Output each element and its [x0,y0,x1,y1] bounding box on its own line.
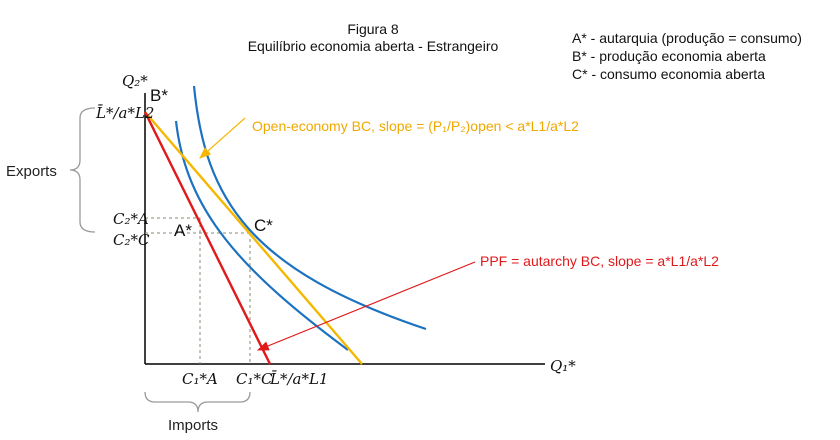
legend-item-c: C* - consumo economia aberta [572,66,765,82]
legend-item-a: A* - autarquia (produção = consumo) [572,30,802,46]
x-tick-endowment: L̄*/a*L1 [269,370,328,388]
imports-brace [144,391,251,413]
imports-label: Imports [168,417,218,434]
point-c-label: C* [254,216,273,235]
open-bc-annotation: Open-economy BC, slope = (P₁/P₂)open < a… [252,118,579,134]
title-line-1: Figura 8 [347,21,399,37]
title-line-2: Equilíbrio economia aberta - Estrangeiro [248,38,499,54]
ppf-arrow [256,261,476,351]
x-axis-label: Q₁* [550,357,576,375]
y-tick-c2a: C₂*A [113,210,149,228]
open-bc-arrow [199,117,246,159]
point-a-label: A* [174,221,192,240]
exports-brace [69,107,96,233]
ppf-annotation: PPF = autarchy BC, slope = a*L1/a*L2 [480,253,719,269]
y-tick-c2c: C₂*C [113,231,150,249]
indifference-curve-low [174,120,349,351]
x-tick-c1c: C₁*C [236,370,273,388]
legend-item-b: B* - produção economia aberta [572,48,766,64]
indifference-curve-high [192,85,427,331]
point-b-label: B* [150,86,168,105]
y-tick-endowment: L̄*/a*L2 [95,104,154,122]
x-tick-c1a: C₁*A [182,370,218,388]
y-axis-label: Q₂* [122,72,148,90]
ppf-line [143,111,272,365]
exports-label: Exports [6,163,57,180]
